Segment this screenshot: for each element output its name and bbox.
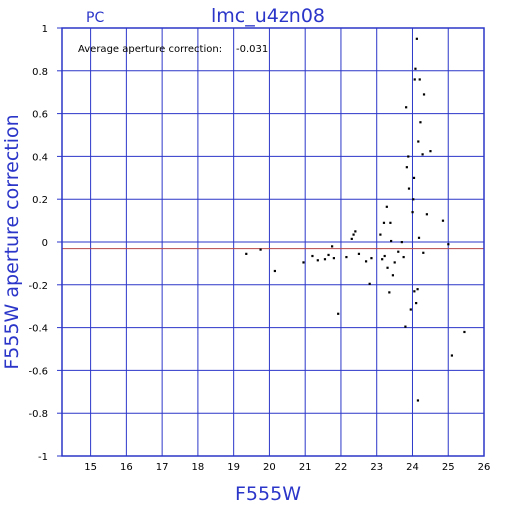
data-point [259,248,262,251]
y-tick-label: -0.6 [28,366,48,377]
data-point [332,257,335,260]
data-point [418,78,421,81]
data-point [415,37,418,40]
camera-label: PC [86,10,104,26]
y-tick-label: 0 [42,238,48,249]
data-point [331,245,334,248]
x-tick-label: 19 [227,462,240,473]
data-point [350,237,353,240]
data-point [316,259,319,262]
x-tick-label: 21 [299,462,312,473]
x-tick-label: 23 [370,462,383,473]
data-point [413,78,416,81]
data-point [419,121,422,124]
data-point [422,93,426,96]
x-tick-label: 22 [335,462,348,473]
data-point [385,205,388,208]
data-point [400,241,403,244]
y-tick-label: 0.6 [32,110,48,121]
data-point [425,213,428,216]
chart-title: lmc_u4zn08 [211,5,325,27]
x-tick-label: 24 [406,462,419,473]
y-tick-label: 0.2 [32,195,48,206]
data-point [354,230,357,233]
x-tick-label: 15 [84,462,97,473]
data-point [364,260,368,263]
x-tick-label: 16 [120,462,133,473]
y-tick-label: -1 [38,452,48,463]
data-point [397,250,400,253]
x-tick-label: 26 [478,462,491,473]
data-point [390,239,393,243]
y-tick-label: 0.4 [32,152,48,163]
data-point [357,252,361,255]
x-tick-label: 18 [192,462,205,473]
y-tick-label: -0.2 [28,281,48,292]
data-point [327,253,330,257]
data-point [417,140,420,143]
data-point [463,330,466,334]
data-point [383,254,386,258]
data-point [415,301,418,305]
data-point [352,233,355,236]
data-point [302,261,305,264]
data-point [388,291,391,294]
data-point [450,354,454,357]
data-point [391,274,395,277]
data-point [416,288,419,291]
data-point [345,255,348,259]
y-tick-label: 0.8 [32,67,48,78]
data-points [245,37,466,402]
x-tick-label: 25 [442,462,455,473]
data-point [417,236,421,239]
data-point [370,257,373,260]
data-point [386,266,389,269]
data-point [405,106,408,109]
y-tick-label: -0.8 [28,409,48,420]
y-tick-label: 1 [42,24,48,35]
data-point [381,258,384,261]
data-point [368,282,371,285]
data-point [407,155,410,158]
data-point [412,176,416,179]
data-point [421,153,424,156]
grid-lines [62,28,484,456]
data-point [382,221,386,224]
data-point [413,290,416,293]
axis-ticks: 15 16 17 18 19 20 21 22 23 24 25 26 -1 -0.8 -0.6 -0.4 -0… [28,24,490,473]
data-point [447,243,450,246]
data-point [389,221,392,224]
data-point [416,399,420,402]
reference-lines [62,241,484,250]
data-point [422,251,425,254]
x-tick-label: 17 [156,462,169,473]
data-point [393,261,396,264]
data-point [404,325,407,328]
data-point [323,258,327,261]
data-point [407,187,411,190]
annotation-value: -0.031 [236,44,268,55]
data-point [337,312,340,315]
data-point [409,308,412,311]
data-point [441,219,445,222]
x-axis-label: F555W [235,483,301,505]
data-point [411,211,414,214]
data-point [402,255,405,259]
data-point [245,252,248,255]
y-tick-label: -0.4 [28,324,48,335]
data-point [311,254,314,258]
annotation-label: Average aperture correction: [78,44,222,55]
data-point [414,67,417,70]
data-point [379,233,382,236]
data-point [273,269,276,273]
x-tick-label: 20 [263,462,276,473]
data-point [405,166,408,169]
data-point [412,198,415,201]
y-axis-label: F555W aperture correction [1,114,23,369]
data-point [429,150,432,153]
